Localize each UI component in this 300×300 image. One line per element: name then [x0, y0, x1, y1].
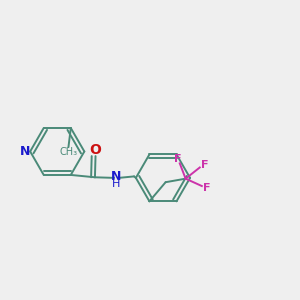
Text: F: F [203, 183, 210, 194]
Text: F: F [201, 160, 208, 170]
Text: H: H [112, 179, 121, 189]
Text: F: F [174, 154, 182, 164]
Text: O: O [90, 143, 101, 157]
Text: CH₃: CH₃ [59, 147, 77, 157]
Text: N: N [20, 145, 30, 158]
Text: N: N [111, 169, 122, 183]
